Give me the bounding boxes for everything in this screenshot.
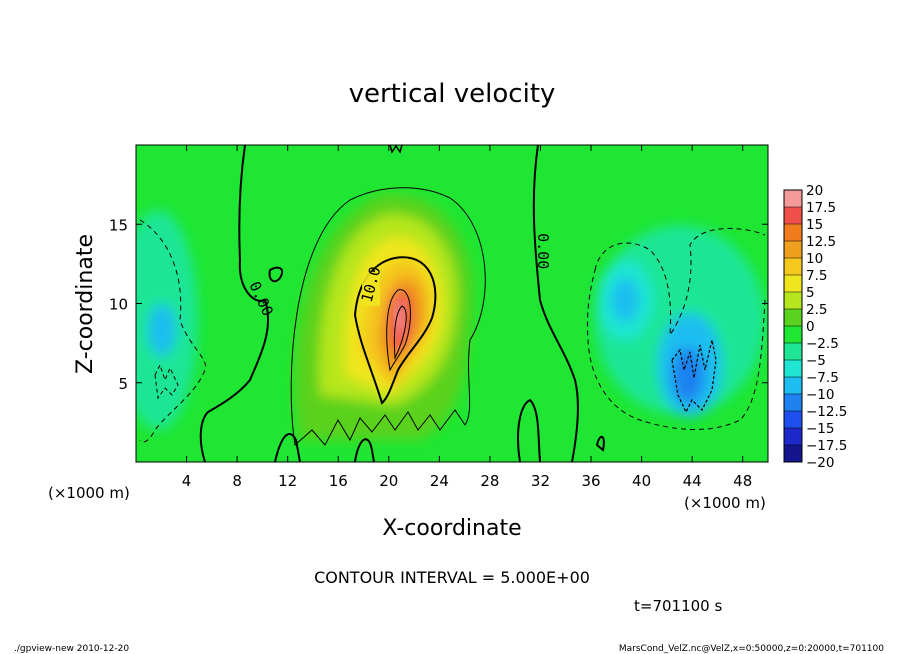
colorbar-label: 5	[806, 285, 815, 301]
colorbar-swatch	[784, 275, 802, 293]
y-tick-label: 10	[109, 296, 128, 314]
contour-zero-low-lobe	[274, 433, 301, 462]
colorbar-label: −20	[806, 455, 835, 471]
colorbar-label: 17.5	[806, 200, 836, 216]
colorbar-label: −7.5	[806, 370, 839, 386]
contour-zero-low-lobe-2	[354, 438, 375, 462]
x-unit-left: (×1000 m)	[48, 484, 130, 502]
colorbar-swatch	[784, 445, 802, 463]
y-tick-label: 15	[109, 216, 128, 234]
colorbar-swatch	[784, 428, 802, 446]
colorbar-swatch	[784, 241, 802, 259]
footer-left: ./gpview-new 2010-12-20	[14, 644, 129, 654]
contour-10	[353, 256, 437, 405]
colorbar-swatch	[784, 207, 802, 225]
x-axis-ticks: 4 8 12 16 20 24 28 32 36 40 44 48	[182, 145, 752, 490]
x-tick-label: 4	[182, 472, 192, 490]
chart-title: vertical velocity	[349, 79, 556, 109]
x-tick-label: 24	[430, 472, 449, 490]
x-tick-label: 36	[581, 472, 600, 490]
y-tick-label: 5	[118, 375, 128, 393]
downdraft-east-low-core	[672, 347, 704, 403]
downdraft-east-mid-core	[611, 278, 639, 322]
contour-zero-east	[532, 145, 579, 462]
x-tick-label: 12	[278, 472, 297, 490]
colorbar-label: 0	[806, 319, 815, 335]
x-tick-label: 40	[632, 472, 651, 490]
colorbar-swatch	[784, 411, 802, 429]
colorbar-label: 12.5	[806, 234, 836, 250]
colorbar-swatch	[784, 258, 802, 276]
colorbar-swatch	[784, 326, 802, 344]
y-axis-ticks: 5 10 15	[109, 216, 768, 393]
contour-interval: CONTOUR INTERVAL = 5.000E+00	[314, 568, 590, 587]
x-tick-label: 44	[683, 472, 702, 490]
colorbar-swatch	[784, 377, 802, 395]
field-layer: 10.0 0.00 0.00	[136, 145, 766, 462]
x-unit-right: (×1000 m)	[684, 494, 766, 512]
colorbar-label: −12.5	[806, 404, 847, 420]
colorbar-label: 15	[806, 217, 823, 233]
colorbar: 2017.51512.5107.552.50−2.5−5−7.5−10−12.5…	[783, 183, 847, 471]
colorbar-label: −5	[806, 353, 826, 369]
contour-5	[290, 187, 486, 446]
colorbar-label: −15	[806, 421, 835, 437]
contour-top-notch	[389, 145, 403, 154]
x-tick-label: 48	[733, 472, 752, 490]
x-tick-label: 32	[531, 472, 550, 490]
contour-zero-west	[199, 145, 270, 462]
colorbar-label: −2.5	[806, 336, 839, 352]
colorbar-label: 10	[806, 251, 823, 267]
colorbar-label: −17.5	[806, 438, 847, 454]
contour-zero-west-island	[268, 266, 284, 283]
contour-label-zero-east: 0.00	[534, 233, 552, 269]
x-tick-label: 8	[232, 472, 242, 490]
contour-neg5-west	[139, 219, 207, 443]
colorbar-swatch	[784, 224, 802, 242]
contour-neg5-east	[587, 227, 766, 430]
colorbar-swatch	[784, 292, 802, 310]
colorbar-label: 7.5	[806, 268, 827, 284]
contour-zero-small	[595, 435, 605, 452]
x-tick-label: 16	[329, 472, 348, 490]
colorbar-swatch	[784, 394, 802, 412]
x-axis-label: X-coordinate	[382, 516, 521, 541]
contour-20	[393, 305, 407, 360]
footer-right: MarsCond_VelZ.nc@VelZ,x=0:50000,z=0:2000…	[619, 644, 884, 654]
contour-neg5-west-2	[154, 363, 179, 400]
contour-15	[386, 289, 411, 372]
updraft-peak-20	[395, 300, 405, 336]
x-tick-label: 20	[379, 472, 398, 490]
contour-label-bg-10	[362, 272, 380, 306]
plot-area: 10.0 0.00 0.00 4 8 12 16 20 24 28 32 36 40 44 48 51…	[109, 144, 769, 490]
downdraft-west-core	[148, 304, 176, 356]
colorbar-swatch	[784, 343, 802, 361]
colorbar-label: −10	[806, 387, 835, 403]
colorbar-swatch	[784, 190, 802, 208]
y-axis-label: Z-coordinate	[73, 234, 98, 374]
colorbar-swatch	[784, 360, 802, 378]
x-tick-label: 28	[480, 472, 499, 490]
contours	[139, 145, 766, 462]
colorbar-label: 2.5	[806, 302, 827, 318]
colorbar-swatch	[784, 309, 802, 327]
time-stamp: t=701100 s	[634, 597, 722, 615]
contour-zero-east-lobe	[517, 398, 541, 462]
colorbar-label: 20	[806, 183, 823, 199]
